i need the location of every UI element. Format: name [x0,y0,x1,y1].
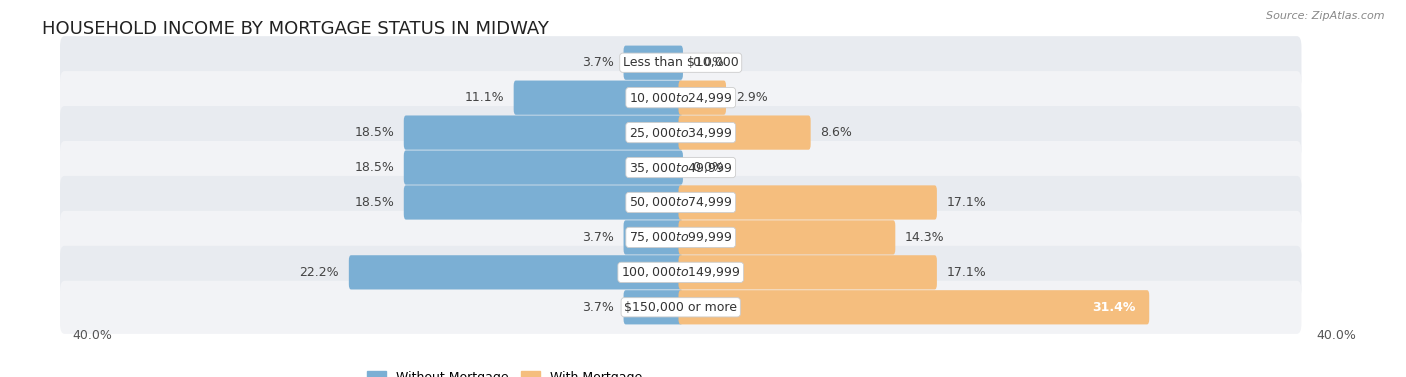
FancyBboxPatch shape [60,36,1302,89]
Text: $100,000 to $149,999: $100,000 to $149,999 [621,265,741,279]
FancyBboxPatch shape [679,115,811,150]
FancyBboxPatch shape [60,141,1302,194]
FancyBboxPatch shape [679,81,725,115]
Text: 2.9%: 2.9% [735,91,768,104]
FancyBboxPatch shape [679,255,936,290]
FancyBboxPatch shape [623,290,683,325]
FancyBboxPatch shape [349,255,683,290]
Text: HOUSEHOLD INCOME BY MORTGAGE STATUS IN MIDWAY: HOUSEHOLD INCOME BY MORTGAGE STATUS IN M… [42,20,550,38]
Text: 22.2%: 22.2% [299,266,339,279]
Text: $35,000 to $49,999: $35,000 to $49,999 [628,161,733,175]
Text: 31.4%: 31.4% [1091,301,1135,314]
Text: Source: ZipAtlas.com: Source: ZipAtlas.com [1267,11,1385,21]
Text: 8.6%: 8.6% [820,126,852,139]
FancyBboxPatch shape [679,185,936,219]
Text: 0.0%: 0.0% [693,161,724,174]
Legend: Without Mortgage, With Mortgage: Without Mortgage, With Mortgage [363,366,647,377]
Text: $25,000 to $34,999: $25,000 to $34,999 [628,126,733,139]
Text: 40.0%: 40.0% [72,329,111,342]
FancyBboxPatch shape [60,281,1302,334]
FancyBboxPatch shape [623,46,683,80]
FancyBboxPatch shape [60,176,1302,229]
FancyBboxPatch shape [60,246,1302,299]
FancyBboxPatch shape [404,150,683,185]
Text: 18.5%: 18.5% [354,126,394,139]
FancyBboxPatch shape [679,290,1149,325]
Text: 18.5%: 18.5% [354,161,394,174]
Text: 17.1%: 17.1% [946,266,986,279]
Text: 11.1%: 11.1% [464,91,503,104]
Text: 17.1%: 17.1% [946,196,986,209]
Text: $50,000 to $74,999: $50,000 to $74,999 [628,196,733,210]
FancyBboxPatch shape [60,106,1302,159]
FancyBboxPatch shape [404,115,683,150]
Text: 3.7%: 3.7% [582,301,614,314]
Text: $150,000 or more: $150,000 or more [624,301,737,314]
FancyBboxPatch shape [60,211,1302,264]
Text: 40.0%: 40.0% [1316,329,1357,342]
FancyBboxPatch shape [623,220,683,254]
Text: 3.7%: 3.7% [582,56,614,69]
Text: Less than $10,000: Less than $10,000 [623,56,738,69]
FancyBboxPatch shape [404,185,683,219]
Text: 14.3%: 14.3% [905,231,945,244]
FancyBboxPatch shape [60,71,1302,124]
FancyBboxPatch shape [679,220,896,254]
Text: 18.5%: 18.5% [354,196,394,209]
Text: $10,000 to $24,999: $10,000 to $24,999 [628,90,733,105]
Text: 0.0%: 0.0% [693,56,724,69]
Text: 3.7%: 3.7% [582,231,614,244]
Text: $75,000 to $99,999: $75,000 to $99,999 [628,230,733,244]
FancyBboxPatch shape [513,81,683,115]
